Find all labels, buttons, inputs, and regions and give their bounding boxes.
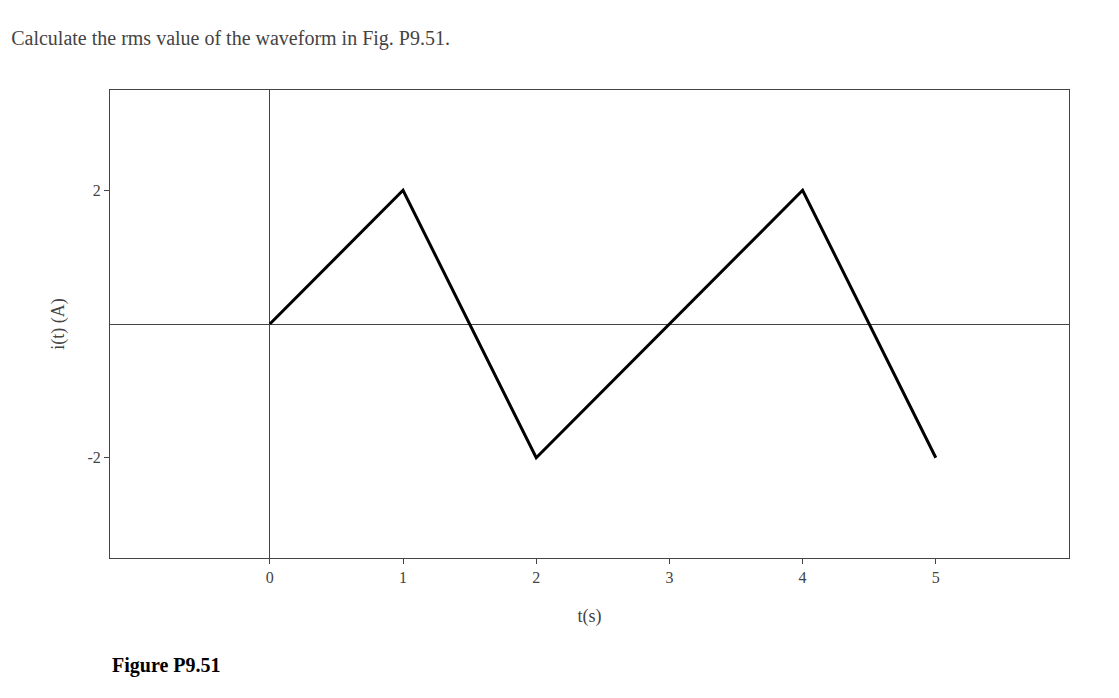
svg-text:4: 4 <box>799 569 807 586</box>
svg-text:-2: -2 <box>87 449 100 466</box>
svg-text:Calculate the rms value of the: Calculate the rms value of the waveform … <box>11 27 450 50</box>
svg-text:i(t) (A): i(t) (A) <box>48 298 69 349</box>
svg-text:5: 5 <box>932 569 940 586</box>
svg-text:Figure P9.51: Figure P9.51 <box>112 654 221 677</box>
svg-text:1: 1 <box>399 569 407 586</box>
svg-text:2: 2 <box>532 569 540 586</box>
svg-text:t(s): t(s) <box>578 606 602 627</box>
svg-text:0: 0 <box>266 569 274 586</box>
svg-text:3: 3 <box>665 569 673 586</box>
svg-text:2: 2 <box>93 182 101 199</box>
